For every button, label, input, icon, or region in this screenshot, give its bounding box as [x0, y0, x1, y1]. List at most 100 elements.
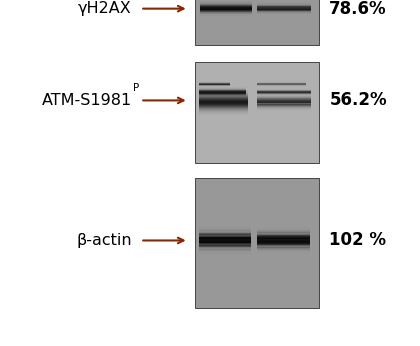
Bar: [257, 231, 310, 232]
Bar: [199, 254, 251, 255]
Bar: [257, 235, 310, 236]
Bar: [200, 10, 252, 11]
Bar: [257, 236, 310, 237]
Bar: [199, 250, 251, 251]
Bar: [257, 101, 311, 102]
Bar: [199, 230, 251, 231]
Bar: [257, 107, 311, 108]
Bar: [257, 249, 310, 250]
Bar: [257, 94, 311, 95]
Bar: [257, 81, 307, 82]
Bar: [199, 94, 248, 95]
Bar: [257, 228, 310, 229]
Bar: [199, 89, 246, 90]
Bar: [199, 96, 246, 97]
Bar: [257, 104, 311, 105]
Bar: [199, 248, 251, 249]
Bar: [257, 230, 310, 231]
Bar: [199, 94, 246, 95]
Bar: [200, 11, 252, 12]
Bar: [199, 105, 248, 106]
Bar: [257, 83, 307, 84]
Bar: [200, 7, 252, 8]
Bar: [257, 87, 311, 88]
Bar: [199, 226, 251, 227]
Bar: [257, 236, 310, 237]
Bar: [257, 249, 310, 250]
Bar: [199, 233, 251, 234]
Bar: [257, 86, 307, 87]
Bar: [199, 85, 230, 86]
Bar: [257, 9, 311, 10]
Bar: [257, 231, 310, 232]
Bar: [257, 81, 307, 82]
Bar: [199, 93, 248, 94]
Bar: [199, 92, 246, 93]
Bar: [200, 5, 252, 6]
Bar: [199, 88, 246, 89]
Bar: [257, 4, 311, 5]
Bar: [257, 243, 310, 244]
Bar: [199, 231, 251, 233]
Bar: [200, 6, 252, 7]
Bar: [199, 87, 230, 88]
Bar: [199, 102, 248, 103]
Bar: [257, 81, 307, 82]
Bar: [195, 0, 319, 45]
Bar: [257, 7, 311, 8]
Bar: [199, 86, 230, 87]
Bar: [199, 100, 248, 101]
Bar: [257, 229, 310, 230]
Bar: [257, 102, 311, 103]
Bar: [199, 234, 251, 235]
Bar: [257, 4, 311, 5]
Bar: [257, 98, 311, 99]
Bar: [199, 106, 248, 107]
Bar: [199, 111, 248, 112]
Bar: [199, 239, 251, 240]
Bar: [199, 81, 230, 82]
Bar: [257, 86, 307, 87]
Bar: [257, 14, 311, 15]
Bar: [199, 237, 251, 238]
Bar: [200, 8, 252, 9]
Bar: [200, 2, 252, 3]
Bar: [257, 107, 311, 108]
Bar: [257, 92, 311, 93]
Bar: [200, 6, 252, 7]
Bar: [257, 234, 310, 235]
Bar: [257, 90, 311, 91]
Bar: [200, 2, 252, 3]
Text: 102 %: 102 %: [329, 231, 386, 249]
Bar: [257, 250, 310, 251]
Bar: [257, 242, 310, 243]
Bar: [199, 95, 246, 96]
Bar: [257, 95, 311, 96]
Bar: [199, 91, 246, 92]
Bar: [199, 85, 230, 86]
Bar: [199, 86, 246, 87]
Bar: [257, 11, 311, 12]
Bar: [199, 91, 246, 92]
Bar: [200, 10, 252, 11]
Bar: [257, 12, 311, 13]
Bar: [257, 91, 311, 92]
Bar: [199, 241, 251, 242]
Bar: [257, 85, 307, 86]
Bar: [257, 92, 311, 93]
Bar: [200, 11, 252, 12]
Bar: [257, 97, 311, 98]
Bar: [257, 92, 311, 93]
Bar: [257, 94, 311, 95]
Bar: [257, 11, 311, 12]
Bar: [257, 83, 307, 84]
Bar: [257, 84, 307, 85]
Bar: [199, 92, 246, 93]
Bar: [257, 96, 311, 97]
Bar: [199, 95, 248, 96]
Bar: [199, 113, 248, 114]
Bar: [257, 232, 310, 233]
Bar: [199, 246, 251, 247]
Bar: [257, 97, 311, 98]
Bar: [199, 237, 251, 238]
